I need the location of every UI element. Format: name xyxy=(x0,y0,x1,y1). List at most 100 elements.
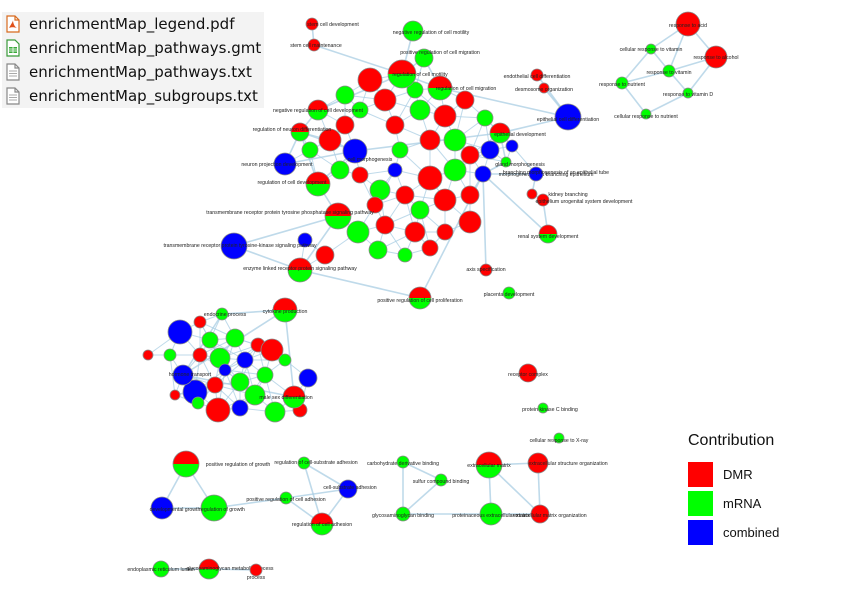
node-slice-top xyxy=(539,225,557,234)
node-label: cell morphogenesis xyxy=(348,157,393,163)
file-item-pathways-txt[interactable]: enrichmentMap_pathways.txt xyxy=(2,60,264,84)
node-branching-morphogenesis-of-an-epithelial-tube[interactable]: branching morphogenesis of an epithelial… xyxy=(503,166,609,182)
node-morphogenesis-of-a-branching-epithelium[interactable]: morphogenesis of a branching epithelium xyxy=(474,165,593,183)
node-developmental-growth[interactable]: developmental growth xyxy=(150,496,201,520)
node-label: positive regulation of growth xyxy=(206,462,271,468)
node-label: cytokine production xyxy=(263,309,308,315)
node-circle xyxy=(150,496,174,520)
node-label: epithelial cell differentiation xyxy=(537,117,599,123)
node-transmembrane-receptor-protein-tyrosine-kinase-signaling-pathway[interactable]: transmembrane receptor protein tyrosine-… xyxy=(163,232,317,260)
node-epithelium-urogenital-system-development[interactable]: epithelium urogenital system development xyxy=(536,193,633,207)
background-node xyxy=(375,215,395,235)
node-label: regulation of cell development xyxy=(258,180,327,186)
file-item-subgroups-txt[interactable]: enrichmentMap_subgroups.txt xyxy=(2,84,264,108)
node-stem-cell-maintenance[interactable]: stem cell maintenance xyxy=(290,38,342,52)
node-sulfur-compound-binding[interactable]: sulfur compound binding xyxy=(413,473,470,487)
node-endocrine-process[interactable]: endocrine process xyxy=(204,307,247,321)
node-circle xyxy=(387,162,403,178)
node-extracellular-matrix[interactable]: extracellular matrix xyxy=(467,451,511,479)
node-kidney-branching[interactable]: kidney branching xyxy=(526,188,588,200)
node-regulation-of-cell-migration[interactable]: regulation of cell migration xyxy=(427,75,496,101)
node-positive-regulation-of-growth[interactable]: positive regulation of growth xyxy=(172,450,271,478)
file-item-legend-pdf[interactable]: enrichmentMap_legend.pdf xyxy=(2,12,264,36)
node-regulation-of-cell-substrate-adhesion[interactable]: regulation of cell-substrate adhesion xyxy=(274,456,358,470)
node-label: male sex differentiation xyxy=(259,395,312,401)
node-placenta-development[interactable]: placenta development xyxy=(484,286,535,300)
node-positive-regulation-of-cell-proliferation[interactable]: positive regulation of cell proliferatio… xyxy=(377,286,463,310)
node-response-to-acid[interactable]: response to acid xyxy=(669,11,707,37)
node-cellular-response-to-x-ray[interactable]: cellular response to X-ray xyxy=(530,432,589,444)
node-circle xyxy=(479,502,503,526)
node-regulation-of-growth[interactable]: regulation of growth xyxy=(199,494,245,522)
background-node xyxy=(315,245,335,265)
node-border xyxy=(324,202,352,230)
node-circle xyxy=(351,166,369,184)
node-cellular-response-to-vitamin[interactable]: cellular response to vitamin xyxy=(620,43,683,55)
node-carbohydrate-derivative-binding[interactable]: carbohydrate derivative binding xyxy=(367,455,439,469)
node-circle xyxy=(409,99,431,121)
node-circle xyxy=(375,215,395,235)
node-circle xyxy=(391,141,409,159)
node-proteinaceous-extracellular-matrix[interactable]: proteinaceous extracellular matrix xyxy=(452,502,530,526)
node-response-to-vitamin-d[interactable]: response to vitamin D xyxy=(663,87,713,99)
node-cell-substrate-adhesion[interactable]: cell-substrate adhesion xyxy=(323,479,377,499)
node-axis-specification[interactable]: axis specification xyxy=(466,263,506,277)
node-male-sex-differentiation[interactable]: male sex differentiation xyxy=(259,385,313,409)
background-node xyxy=(406,81,424,99)
node-response-to-alcohol[interactable]: response to alcohol xyxy=(694,45,739,69)
node-circle xyxy=(443,158,467,182)
node-epithelial-development[interactable]: epithelial development xyxy=(489,122,546,144)
node-cell-morphogenesis[interactable]: cell morphogenesis xyxy=(342,138,393,164)
node-gland-morphogenesis[interactable]: gland morphogenesis xyxy=(495,156,545,168)
background-node xyxy=(169,389,181,401)
node-response-to-nutrient[interactable]: response to nutrient xyxy=(599,76,645,90)
background-node xyxy=(421,239,439,257)
node-positive-regulation-of-cell-migration[interactable]: positive regulation of cell migration xyxy=(400,48,480,68)
node-protein-kinase-c-binding[interactable]: protein kinase C binding xyxy=(522,402,578,414)
node-glycosaminoglycan-metabolic-process[interactable]: glycosaminoglycan metabolic process xyxy=(186,558,274,580)
node-label: regulation of cell adhesion xyxy=(292,522,352,528)
node-circle xyxy=(640,108,652,120)
node-label: extracellular matrix xyxy=(467,463,511,469)
node-regulation-of-neuron-differentiation[interactable]: regulation of neuron differentiation xyxy=(253,122,332,142)
node-receptor-complex[interactable]: receptor complex xyxy=(508,363,548,383)
contribution-legend: Contribution DMR mRNA combined xyxy=(688,432,818,547)
node-negative-regulation-of-cell-motility[interactable]: negative regulation of cell motility xyxy=(393,20,470,42)
node-circle xyxy=(502,286,516,300)
node-neuron-projection-development[interactable]: neuron projection development xyxy=(241,152,313,176)
node-transmembrane-receptor-protein-tyrosine-phosphatase-signaling-pathway[interactable]: transmembrane receptor protein tyrosine … xyxy=(206,202,374,230)
node-renal-system-development[interactable]: renal system development xyxy=(518,224,579,244)
node-regulation-of-cell-motility[interactable]: regulation of cell motility xyxy=(387,59,448,89)
node-negative-regulation-of-cell-development[interactable]: negative regulation of cell development xyxy=(273,99,364,121)
legend-label: combined xyxy=(723,525,780,540)
node-desmosome-organization[interactable]: desmosome organization xyxy=(515,82,573,94)
node-regulation-of-cell-adhesion[interactable]: regulation of cell adhesion xyxy=(292,512,352,536)
node-slice-top xyxy=(291,123,309,132)
node-enzyme-linked-receptor-protein-signaling-pathway[interactable]: enzyme linked receptor protein signaling… xyxy=(243,257,357,283)
node-glycosaminoglycan-binding[interactable]: glycosaminoglycan binding xyxy=(372,506,434,522)
background-node xyxy=(230,372,250,392)
node-epithelial-cell-differentiation[interactable]: epithelial cell differentiation xyxy=(537,103,599,131)
node-positive-regulation-of-cell-adhesion[interactable]: positive regulation of cell adhesion xyxy=(246,491,326,505)
node-cytokine-production[interactable]: cytokine production xyxy=(263,297,308,323)
legend-item-mrna: mRNA xyxy=(688,489,818,518)
node-circle xyxy=(368,240,388,260)
node-label: epithelium urogenital system development xyxy=(536,199,633,205)
node-hormone-transport[interactable]: hormone transport xyxy=(169,364,212,386)
node-slice-bottom xyxy=(476,465,502,478)
file-item-pathways-gmt[interactable]: enrichmentMap_pathways.gmt xyxy=(2,36,264,60)
node-extracellular-structure-organization[interactable]: extracellular structure organization xyxy=(527,452,608,474)
node-response-to-vitamin[interactable]: response to vitamin xyxy=(647,64,692,78)
node-circle xyxy=(346,220,370,244)
background-node xyxy=(409,99,431,121)
node-endothelial-cell-differentiation[interactable]: endothelial cell differentiation xyxy=(504,68,571,82)
node-stem-cell-development[interactable]: stem cell development xyxy=(305,17,359,31)
node-circle xyxy=(518,363,538,383)
node-regulation-of-cell-development[interactable]: regulation of cell development xyxy=(258,171,331,197)
node-endoplasmic-reticulum-lumen[interactable]: endoplasmic reticulum lumen xyxy=(127,560,195,578)
node-lipid-process[interactable]: process xyxy=(247,563,266,581)
node-extracellular-matrix-organization[interactable]: extracellular matrix organization xyxy=(513,504,587,524)
node-cellular-response-to-nutrient[interactable]: cellular response to nutrient xyxy=(614,108,678,120)
background-node xyxy=(264,401,286,423)
background-node xyxy=(256,366,274,384)
